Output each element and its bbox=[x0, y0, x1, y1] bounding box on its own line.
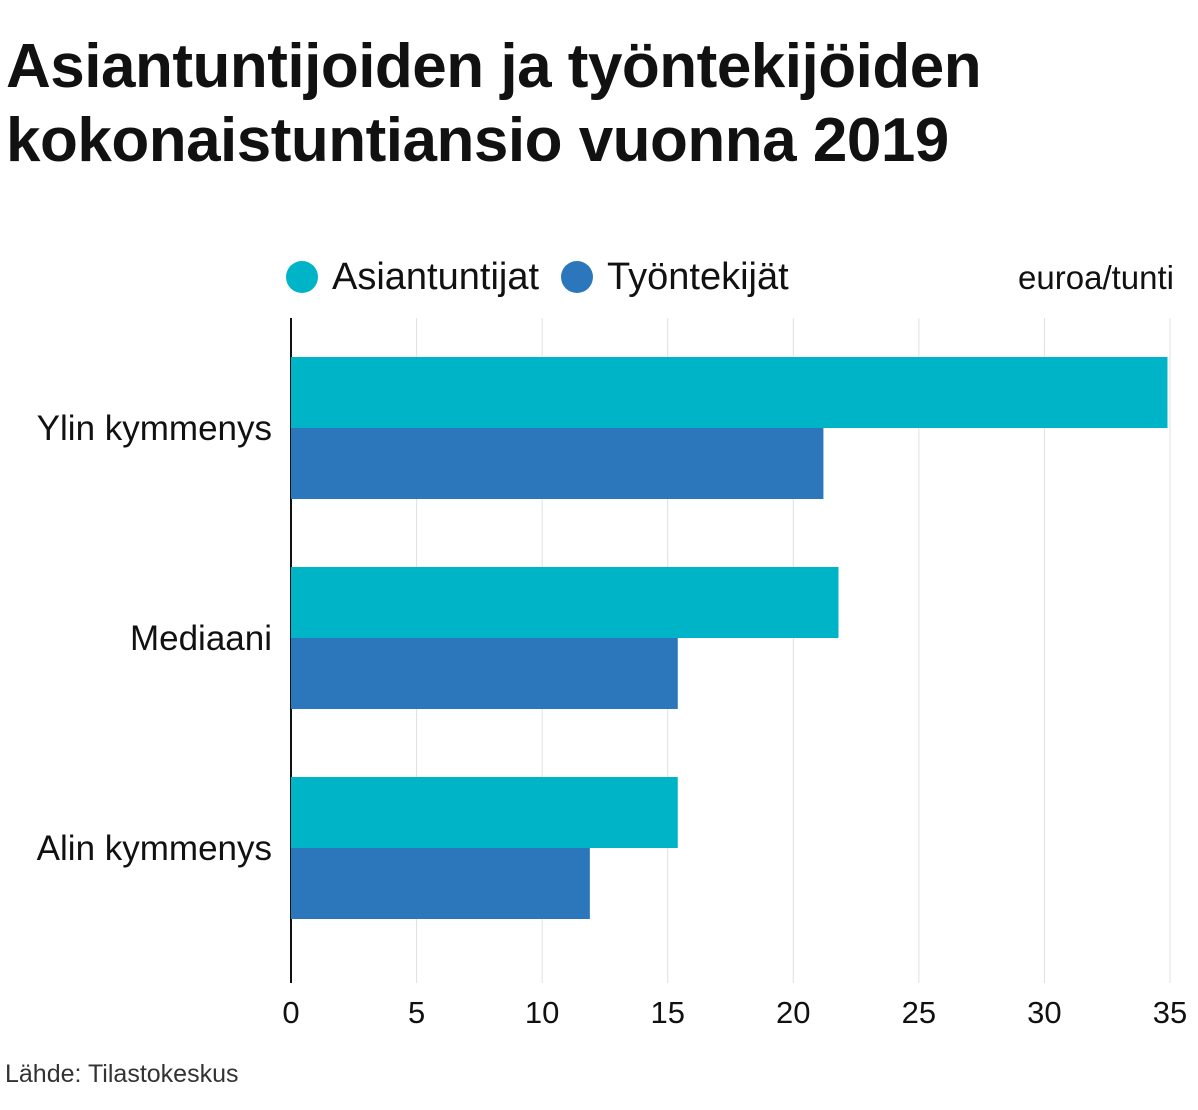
x-tick-label: 25 bbox=[902, 995, 936, 1030]
legend-item-tyontekijat: Työntekijät bbox=[561, 256, 789, 299]
bar-asiantuntijat bbox=[291, 357, 1168, 428]
bar-tyontekijat bbox=[291, 848, 590, 919]
x-tick-label: 0 bbox=[282, 995, 299, 1030]
legend-swatch-tyontekijat bbox=[561, 261, 594, 293]
chart-title: Asiantuntijoiden ja työntekijöiden kokon… bbox=[6, 32, 982, 175]
category-label: Mediaani bbox=[130, 619, 272, 658]
bar-asiantuntijat bbox=[291, 777, 678, 848]
legend-label-tyontekijat: Työntekijät bbox=[607, 255, 789, 298]
x-tick-label: 35 bbox=[1153, 995, 1187, 1030]
x-tick-label: 5 bbox=[408, 995, 425, 1030]
legend-item-asiantuntijat: Asiantuntijat bbox=[286, 256, 539, 299]
source-note: Lähde: Tilastokeskus bbox=[5, 1060, 239, 1088]
category-label: Alin kymmenys bbox=[37, 829, 272, 868]
legend-label-asiantuntijat: Asiantuntijat bbox=[332, 255, 540, 298]
category-label: Ylin kymmenys bbox=[37, 409, 272, 448]
legend-swatch-asiantuntijat bbox=[286, 261, 318, 293]
x-tick-label: 15 bbox=[650, 995, 684, 1030]
x-tick-label: 30 bbox=[1027, 995, 1061, 1030]
legend: Asiantuntijat Työntekijät bbox=[286, 252, 811, 302]
x-tick-label: 10 bbox=[525, 995, 559, 1030]
bar-tyontekijat bbox=[291, 428, 824, 499]
x-tick-label: 20 bbox=[776, 995, 810, 1030]
bar-asiantuntijat bbox=[291, 567, 839, 638]
bar-tyontekijat bbox=[291, 638, 678, 709]
unit-label: euroa/tunti bbox=[1018, 259, 1174, 296]
